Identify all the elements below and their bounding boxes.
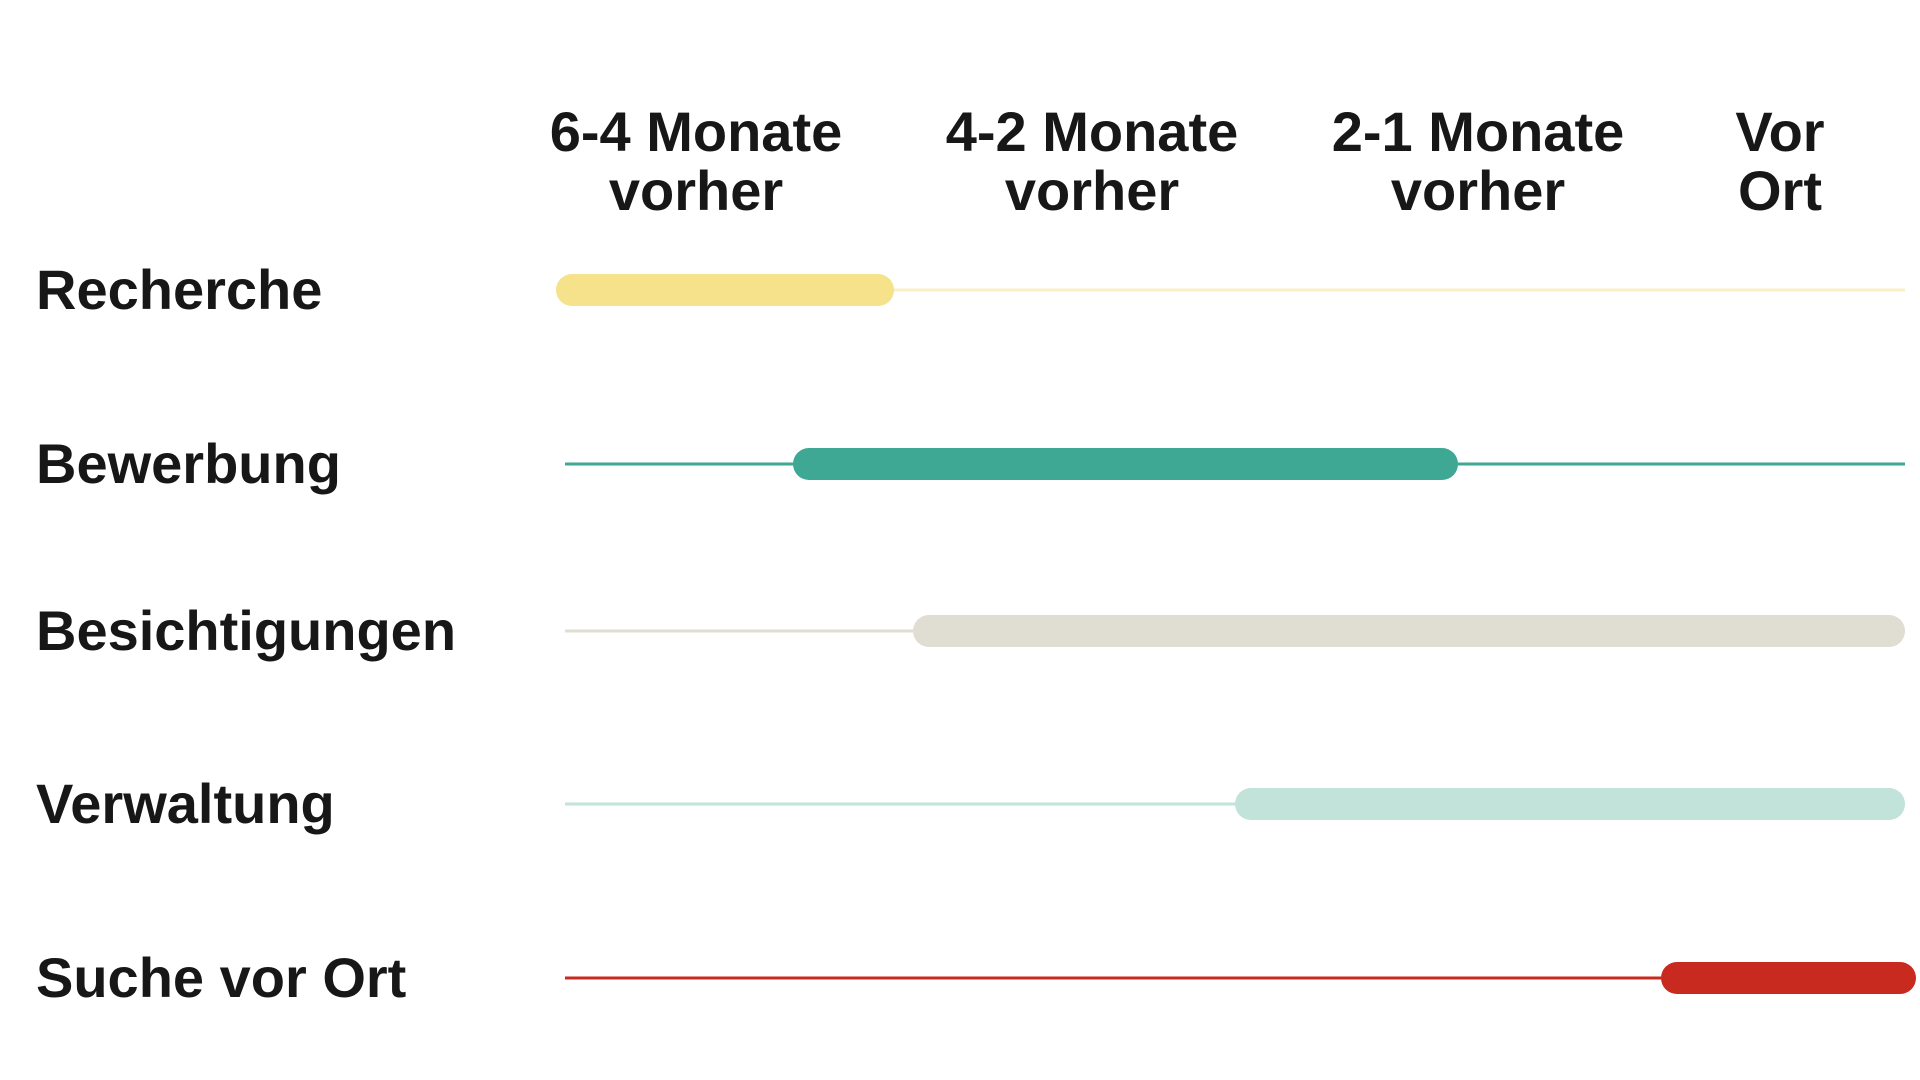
row-label-besichtigungen: Besichtigungen bbox=[36, 603, 456, 659]
gantt-chart: 6-4 Monate vorher 4-2 Monate vorher 2-1 … bbox=[0, 0, 1920, 1080]
bar-bewerbung bbox=[793, 448, 1458, 480]
bar-verwaltung bbox=[1235, 788, 1905, 820]
row-label-recherche: Recherche bbox=[36, 262, 322, 318]
bar-recherche bbox=[556, 274, 894, 306]
row-label-bewerbung: Bewerbung bbox=[36, 436, 341, 492]
bar-besichtigungen bbox=[913, 615, 1905, 647]
column-header-6-4: 6-4 Monate vorher bbox=[550, 103, 843, 221]
column-header-4-2: 4-2 Monate vorher bbox=[946, 103, 1239, 221]
bar-suche-vor-ort bbox=[1661, 962, 1916, 994]
column-header-2-1: 2-1 Monate vorher bbox=[1332, 103, 1625, 221]
row-label-verwaltung: Verwaltung bbox=[36, 776, 335, 832]
column-header-vor-ort: Vor Ort bbox=[1710, 103, 1850, 221]
row-label-suche-vor-ort: Suche vor Ort bbox=[36, 950, 406, 1006]
